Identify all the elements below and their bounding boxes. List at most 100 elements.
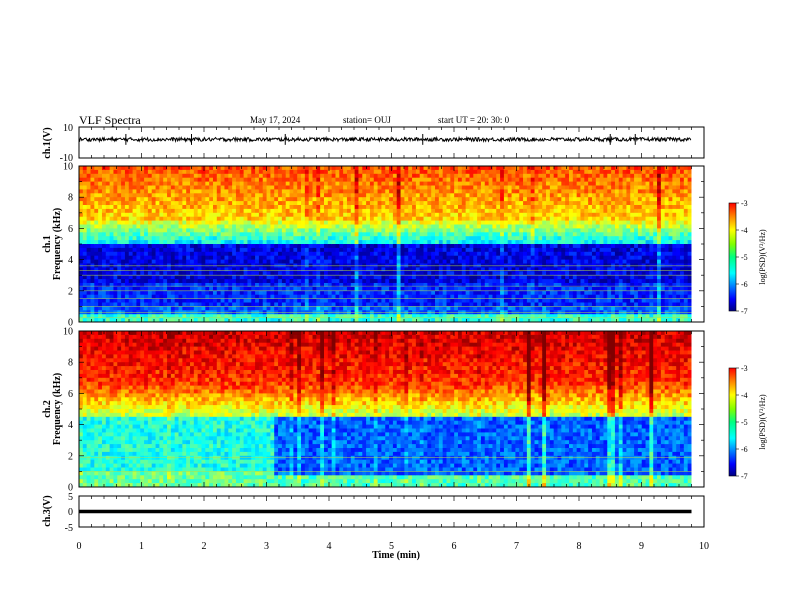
spectrogram-cell: [220, 298, 225, 303]
spectrogram-cell: [389, 290, 394, 296]
spectrogram-cell: [144, 193, 149, 198]
spectrogram-cell: [147, 173, 153, 179]
spectrogram-cell: [469, 169, 474, 175]
spectrogram-cell: [354, 314, 359, 319]
spectrogram-cell: [473, 302, 478, 307]
spectrogram-cell: [427, 232, 432, 237]
spectrogram-cell: [170, 267, 176, 272]
spectrogram-cell: [301, 216, 306, 221]
spectrogram-cell: [209, 205, 214, 210]
spectrogram-cell: [94, 181, 99, 186]
spectrogram-cell: [147, 298, 153, 303]
spectrogram-cell: [239, 298, 245, 303]
spectrogram-cell: [255, 255, 260, 260]
spectrogram-cell: [140, 232, 145, 237]
spectrogram-cell: [136, 267, 141, 272]
spectrogram-cell: [346, 169, 352, 175]
spectrogram-cell: [278, 166, 283, 171]
spectrogram-cell: [312, 220, 317, 225]
spectrogram-cell: [442, 228, 447, 233]
spectrogram-cell: [373, 318, 378, 323]
spectrogram-cell: [408, 185, 413, 190]
spectrogram-cell: [308, 267, 313, 272]
spectrogram-cell: [79, 259, 84, 264]
spectrogram-cell: [492, 283, 497, 288]
spectrogram-cell: [530, 251, 535, 257]
spectrogram-cell: [419, 302, 424, 307]
spectrogram-cell: [404, 216, 409, 221]
spectrogram-cell: [128, 306, 133, 311]
spectrogram-cell: [523, 177, 528, 182]
spectrogram-cell: [121, 302, 126, 307]
spectrogram-cell: [255, 208, 260, 214]
spectrogram-cell: [167, 173, 172, 179]
spectrogram-cell: [335, 216, 340, 221]
spectrogram-cell: [526, 314, 532, 319]
spectrogram-cell: [258, 173, 264, 179]
spectrogram-cell: [438, 177, 444, 182]
spectrogram-cell: [144, 166, 149, 171]
spectrogram-cell: [519, 247, 524, 253]
spectrogram-cell: [205, 177, 210, 182]
spectrogram-cell: [350, 247, 356, 253]
spectrogram-cell: [113, 173, 118, 179]
spectrogram-cell: [140, 220, 145, 225]
spectrogram-cell: [255, 189, 260, 194]
spectrogram-cell: [515, 166, 520, 171]
spectrogram-cell: [159, 306, 164, 311]
spectrogram-cell: [205, 286, 210, 292]
spectrogram-cell: [251, 169, 256, 175]
spectrogram-cell: [170, 244, 176, 249]
spectrogram-cell: [190, 314, 195, 319]
spectrogram-cell: [511, 294, 516, 299]
spectrogram-cell: [255, 306, 260, 311]
spectrogram-cell: [201, 166, 206, 171]
spectrogram-cell: [124, 302, 130, 307]
spectrogram-cell: [408, 286, 413, 292]
spectrogram-cell: [289, 271, 294, 276]
spectrogram-cell: [362, 197, 367, 202]
spectrogram-cell: [492, 205, 497, 210]
spectrogram-cell: [442, 251, 447, 257]
spectrogram-cell: [109, 302, 114, 307]
spectrogram-cell: [542, 255, 547, 260]
spectrogram-cell: [274, 177, 279, 182]
spectrogram-cell: [132, 286, 137, 292]
spectrogram-cell: [186, 286, 191, 292]
spectrogram-cell: [247, 240, 252, 245]
spectrogram-cell: [320, 318, 325, 323]
spectrogram-cell: [98, 259, 103, 264]
spectrogram-cell: [488, 189, 493, 194]
spectrogram-cell: [132, 228, 137, 233]
spectrogram-cell: [274, 306, 279, 311]
spectrogram-cell: [530, 236, 535, 241]
spectrogram-cell: [408, 279, 413, 284]
spectrogram-cell: [155, 212, 160, 218]
spectrogram-cell: [289, 208, 294, 214]
spectrogram-cell: [492, 244, 497, 249]
spectrogram-cell: [415, 169, 421, 175]
spectrogram-cell: [209, 271, 214, 276]
spectrogram-cell: [450, 189, 455, 194]
spectrogram-cell: [526, 267, 532, 272]
spectrogram-cell: [366, 228, 371, 233]
spectrogram-cell: [159, 169, 164, 175]
spectrogram-cell: [243, 279, 248, 284]
spectrogram-cell: [465, 185, 470, 190]
spectrogram-cell: [186, 205, 191, 210]
spectrogram-cell: [109, 173, 114, 179]
spectrogram-cell: [136, 240, 141, 245]
spectrogram-cell: [216, 216, 222, 221]
spectrogram-cell: [392, 208, 398, 214]
spectrogram-cell: [193, 314, 199, 319]
spectrogram-cell: [496, 294, 501, 299]
spectrogram-cell: [144, 255, 149, 260]
spectrogram-cell: [262, 306, 267, 311]
spectrogram-cell: [151, 173, 156, 179]
spectrogram-cell: [381, 255, 386, 260]
spectrogram-cell: [500, 177, 505, 182]
date-label: May 17, 2024: [250, 115, 301, 125]
spectrogram-cell: [163, 283, 168, 288]
spectrogram-cell: [320, 181, 325, 186]
spectrogram-cell: [385, 216, 390, 221]
